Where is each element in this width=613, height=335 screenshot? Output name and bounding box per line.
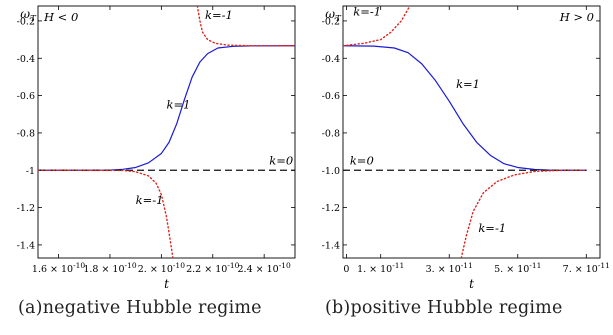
series-annotation: k=0 <box>350 154 374 168</box>
series-line-k-eq--1 <box>343 6 411 47</box>
x-tick-label: 1.8 × 10-10 <box>83 261 137 275</box>
x-tick-label: 0 <box>343 264 349 275</box>
series-line-k-eq--1 <box>196 6 295 47</box>
y-tick-label: -0.2 <box>322 16 340 27</box>
y-axis-title: ωT <box>20 7 37 24</box>
x-tick-label: 3. × 10-11 <box>426 261 473 275</box>
y-tick-label: -1.0 <box>322 166 340 177</box>
series-annotation: k=-1 <box>205 8 233 22</box>
y-tick-label: -0.2 <box>17 16 35 27</box>
y-tick-label: -0.6 <box>322 91 340 102</box>
y-tick-label: -1 <box>26 166 35 177</box>
y-tick-label: -0.8 <box>322 128 340 139</box>
x-tick-label: 2. × 10-10 <box>138 261 185 275</box>
plot-frame <box>342 5 601 259</box>
y-tick-label: -1.4 <box>17 240 35 251</box>
series-annotation: k=-1 <box>353 4 381 18</box>
caption-a: (a)negative Hubble regime <box>18 298 262 318</box>
chart-panel-b: -0.2 -0.4 -0.6 -0.8 -1.0 -1.2 -1.4 0 1. × 10-11 3… <box>322 4 610 291</box>
series-line-k-eq--1 <box>38 169 174 258</box>
y-tick-label: -0.8 <box>17 128 35 139</box>
y-tick-label: -1.4 <box>322 240 340 251</box>
plot-frame <box>37 5 296 259</box>
x-tick-label: 5. × 10-11 <box>494 261 541 275</box>
x-tick-label: 1.6 × 10-10 <box>32 261 86 275</box>
series-annotation: k=1 <box>456 77 480 91</box>
series-annotation: k=-1 <box>478 221 506 235</box>
series-annotation: k=1 <box>167 98 191 112</box>
series-line-k-eq-1 <box>38 45 295 171</box>
x-axis-title: t <box>469 277 474 291</box>
series-line-k-eq--1 <box>460 169 587 258</box>
x-tick-label: 2.4 × 10-10 <box>238 261 292 275</box>
y-tick-label: -0.6 <box>17 91 35 102</box>
x-tick-label: 1. × 10-11 <box>357 261 404 275</box>
x-axis-title: t <box>164 277 169 291</box>
chart-panel-a: -0.2 -0.4 -0.6 -0.8 -1 -1.2 -1.4 1.6 × 10-101.8… <box>17 5 296 291</box>
series-annotation: k=0 <box>269 154 293 168</box>
series-line-k-eq-1 <box>343 45 587 171</box>
y-tick-label: -0.4 <box>322 54 340 65</box>
regime-label: H > 0 <box>559 10 594 24</box>
x-tick-label: 2.2 × 10-10 <box>186 261 240 275</box>
y-tick-label: -1.2 <box>322 203 340 214</box>
x-tick-label: 7. × 10-11 <box>563 261 610 275</box>
y-tick-label: -0.4 <box>17 54 35 65</box>
regime-label: H < 0 <box>43 10 78 24</box>
series-annotation: k=-1 <box>136 193 164 207</box>
y-tick-label: -1.2 <box>17 203 35 214</box>
y-axis-title: ωT <box>325 7 342 24</box>
caption-b: (b)positive Hubble regime <box>325 298 563 318</box>
